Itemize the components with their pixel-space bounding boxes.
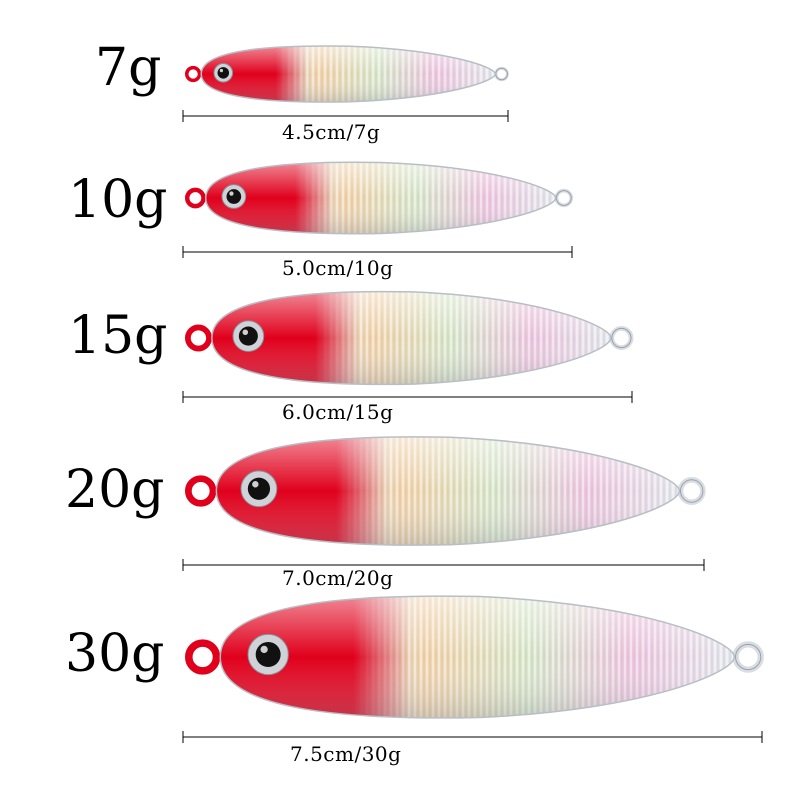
nose-ring [184, 639, 221, 675]
weight-label-20g: 20g [65, 460, 165, 520]
lure-15g [185, 290, 634, 386]
size-measure-line [182, 731, 763, 743]
tail-ring [495, 67, 508, 81]
lure-7g [184, 45, 509, 103]
tail-ring [735, 643, 762, 671]
size-measure-line [182, 391, 633, 403]
size-measure-line [182, 110, 509, 122]
weight-label-15g: 15g [68, 306, 168, 366]
nose-ring [185, 324, 212, 352]
lure-30g [184, 595, 764, 719]
size-label-30g: 7.5cm/30g [290, 742, 402, 766]
size-label-7g: 4.5cm/7g [282, 120, 381, 144]
lure-10g [185, 161, 574, 235]
tail-ring [679, 479, 704, 503]
weight-label-7g: 7g [95, 38, 162, 98]
size-label-20g: 7.0cm/20g [282, 566, 394, 590]
size-label-10g: 5.0cm/10g [282, 256, 394, 280]
size-measure-line [182, 559, 705, 571]
nose-ring [185, 187, 206, 209]
weight-label-10g: 10g [68, 170, 168, 230]
tail-ring [555, 190, 572, 206]
tail-ring [611, 327, 632, 349]
size-measure-line [182, 246, 573, 258]
weight-label-30g: 30g [65, 624, 165, 684]
nose-ring [184, 65, 202, 83]
lure-20g [184, 436, 706, 546]
nose-ring [184, 475, 217, 507]
size-label-15g: 6.0cm/15g [282, 400, 394, 424]
